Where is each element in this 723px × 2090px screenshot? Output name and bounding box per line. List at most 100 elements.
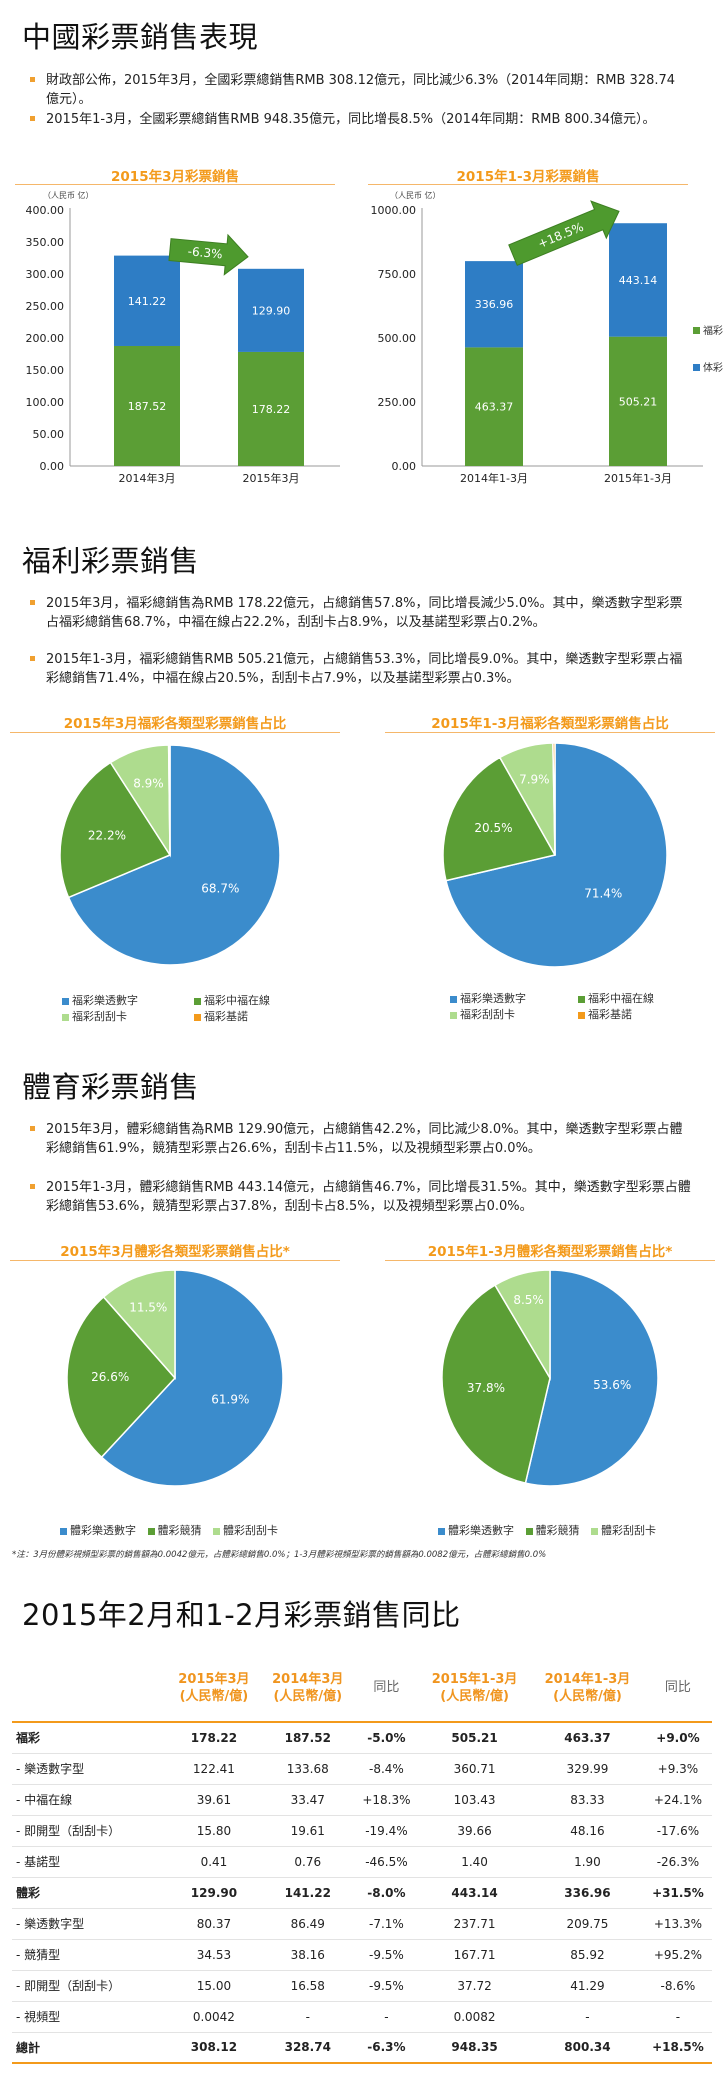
pie-slice — [102, 1269, 176, 1380]
legend-label: 福彩刮刮卡 — [460, 1008, 515, 1021]
table-cell: -9.5% — [354, 1939, 419, 1971]
title-underline — [15, 184, 335, 185]
table-cell: -8.0% — [354, 1877, 419, 1909]
pie-slice — [66, 1295, 177, 1459]
pie-slice — [67, 744, 281, 966]
table-cell: 15.80 — [167, 1815, 261, 1847]
row-label: - 即開型（刮刮卡） — [12, 1970, 167, 2002]
table-cell: - — [531, 2001, 644, 2033]
y-tick-label: 750.00 — [378, 268, 417, 281]
table-header-cell — [12, 1654, 167, 1723]
legend-label: 體彩刮刮卡 — [223, 1524, 278, 1537]
table-cell: +18.5% — [643, 2032, 712, 2064]
bar-value-label: 141.22 — [128, 295, 167, 308]
table-header-cell: 2014年3月 (人民幣/億) — [260, 1654, 355, 1723]
legend-label: 福彩中福在線 — [204, 994, 270, 1007]
bar-value-label: 129.90 — [252, 304, 291, 317]
pie-sports-march: 61.9% 26.6% 11.5% — [66, 1269, 284, 1487]
table-cell: +18.3% — [354, 1784, 419, 1816]
table-cell: +95.2% — [643, 1939, 712, 1971]
pie-value-label: 7.9% — [519, 772, 550, 786]
table-cell: -6.3% — [354, 2032, 419, 2064]
section-title-china-lottery: 中國彩票銷售表現 — [22, 20, 259, 54]
title-underline — [385, 1260, 715, 1261]
table-cell: 0.76 — [260, 1846, 355, 1878]
bar-segment-welfare — [238, 351, 304, 466]
table-cell: +9.3% — [643, 1753, 712, 1785]
table-cell: -46.5% — [354, 1846, 419, 1878]
table-header-cell: 2015年3月 (人民幣/億) — [167, 1654, 261, 1723]
trend-arrow-icon — [508, 200, 620, 266]
bullet-march-total: 財政部公佈，2015年3月，全國彩票總銷售RMB 308.12億元，同比減少6.… — [30, 71, 680, 109]
row-label: - 樂透數字型 — [12, 1908, 167, 1940]
table-cell: 443.14 — [418, 1877, 532, 1909]
legend-label-sports: 体彩 — [703, 362, 723, 374]
table-cell: 86.49 — [260, 1908, 355, 1940]
x-tick-label: 2014年3月 — [119, 471, 176, 485]
legend-label: 福彩刮刮卡 — [72, 1010, 127, 1023]
table-cell: 122.41 — [167, 1753, 261, 1785]
table-cell: 167.71 — [418, 1939, 532, 1971]
table-row: - 競猜型 34.53 38.16 -9.5% 167.71 85.92 +95.2% — [12, 1939, 712, 1971]
bullet-sports-q1: 2015年1-3月，體彩總銷售RMB 443.14億元，占總銷售46.7%，同比… — [30, 1178, 695, 1216]
table-cell: 39.66 — [418, 1815, 532, 1847]
bar-chart-2-title: 2015年1-3月彩票銷售 — [456, 169, 600, 185]
table-row: - 即開型（刮刮卡） 15.00 16.58 -9.5% 37.72 41.29 -8.6% — [12, 1970, 712, 2002]
x-tick-label: 2015年3月 — [243, 471, 300, 485]
table-cell: -9.5% — [354, 1970, 419, 2002]
table-cell: - — [260, 2001, 355, 2033]
table-cell: +9.0% — [643, 1722, 712, 1754]
legend-label: 福彩基諾 — [204, 1010, 248, 1023]
pie-value-label: 37.8% — [467, 1381, 505, 1395]
legend-label: 體彩競猜 — [157, 1524, 202, 1537]
row-label: - 即開型（刮刮卡） — [12, 1815, 167, 1847]
table-row: - 基諾型 0.41 0.76 -46.5% 1.40 1.90 -26.3% — [12, 1846, 712, 1878]
legend-label: 福彩中福在線 — [588, 992, 654, 1005]
pie-legend-welfare-q1: 福彩樂透數字 福彩中福在線 福彩刮刮卡 福彩基諾 — [450, 990, 710, 1022]
row-label: - 基諾型 — [12, 1846, 167, 1878]
x-tick-label: 2015年1-3月 — [604, 471, 672, 485]
table-cell: 85.92 — [531, 1939, 644, 1971]
pie-value-label: 68.7% — [201, 882, 239, 896]
table-header-row: 2015年3月 (人民幣/億) 2014年3月 (人民幣/億) 同比 2015年1-3月(… — [12, 1654, 712, 1723]
table-row: - 樂透數字型 122.41 133.68 -8.4% 360.71 329.99 +9.3… — [12, 1753, 712, 1785]
y-tick-label: 400.00 — [26, 204, 65, 217]
table-cell: 83.33 — [531, 1784, 644, 1816]
y-tick-label: 500.00 — [378, 332, 417, 345]
table-header-cell: 2014年1-3月 (人民幣/億) — [531, 1654, 644, 1723]
bullet-dot — [30, 1184, 35, 1189]
legend-label: 福彩樂透數字 — [460, 992, 526, 1005]
legend-label: 體彩刮刮卡 — [601, 1524, 656, 1537]
table-cell: 1.40 — [418, 1846, 532, 1878]
legend-label: 福彩基諾 — [588, 1008, 632, 1021]
table-cell: 141.22 — [260, 1877, 355, 1909]
table-row: 體彩 129.90 141.22 -8.0% 443.14 336.96 +31.5% — [12, 1877, 712, 1909]
bar-value-label: 505.21 — [619, 395, 658, 408]
bullet-dot — [30, 116, 35, 121]
bullet-dot — [30, 77, 35, 82]
table-cell: -5.0% — [354, 1722, 419, 1754]
section-title-comparison: 2015年2月和1-2月彩票銷售同比 — [22, 1598, 461, 1632]
row-label: - 樂透數字型 — [12, 1753, 167, 1785]
table-cell: 187.52 — [260, 1722, 355, 1754]
table-cell: 39.61 — [167, 1784, 261, 1816]
bullet-dot — [30, 656, 35, 661]
table-cell: -8.6% — [643, 1970, 712, 2002]
table-cell: 34.53 — [167, 1939, 261, 1971]
table-cell: -7.1% — [354, 1908, 419, 1940]
legend-swatch-welfare — [693, 327, 700, 334]
row-label: 福彩 — [12, 1722, 167, 1754]
legend-label: 福彩樂透數字 — [72, 994, 138, 1007]
pie-value-label: 61.9% — [211, 1393, 249, 1407]
title-underline — [10, 732, 340, 733]
table-row: - 樂透數字型 80.37 86.49 -7.1% 237.71 209.75 +13.3% — [12, 1908, 712, 1940]
pie-welfare-q1: 71.4%20.5%7.9%0.3% — [442, 742, 668, 968]
table-cell: 329.99 — [531, 1753, 644, 1785]
x-tick-label: 2014年1-3月 — [460, 471, 528, 485]
table-cell: 37.72 — [418, 1970, 532, 2002]
table-cell: 0.41 — [167, 1846, 261, 1878]
table-cell: 19.61 — [260, 1815, 355, 1847]
pie-legend-welfare-march: 福彩樂透數字 福彩中福在線 福彩刮刮卡 福彩基諾 — [62, 992, 322, 1024]
y-tick-label: 250.00 — [378, 396, 417, 409]
pie-slice — [493, 1269, 551, 1381]
